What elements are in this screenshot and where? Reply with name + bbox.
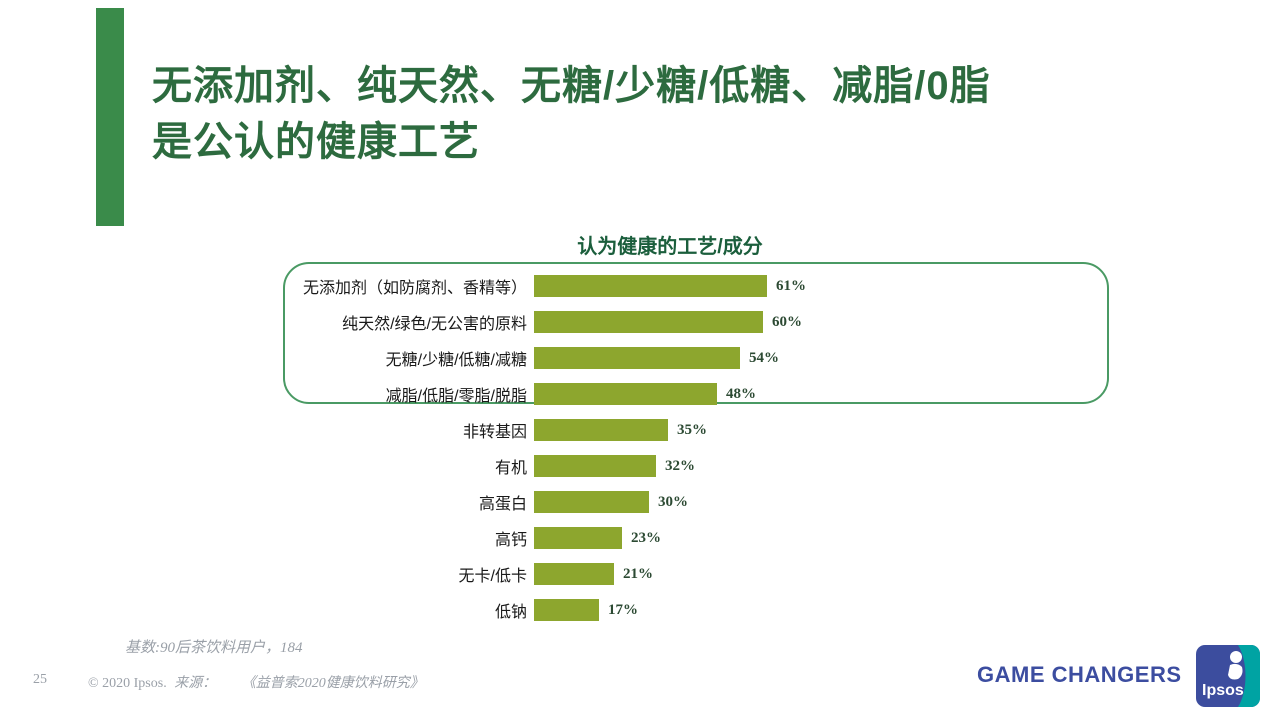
category-label: 减脂/低脂/零脂/脱脂	[385, 388, 527, 405]
value-label: 32%	[665, 457, 695, 474]
slide-title: 无添加剂、纯天然、无糖/少糖/低糖、减脂/0脂 是公认的健康工艺	[152, 58, 1212, 170]
source-title: 《益普索2020健康饮料研究》	[241, 676, 424, 691]
value-label: 60%	[772, 313, 802, 330]
bar	[534, 347, 740, 369]
value-label: 35%	[677, 421, 707, 438]
chart-row: 无卡/低卡 21%	[283, 556, 1113, 592]
base-footnote: 基数:90后茶饮料用户，184	[125, 640, 303, 656]
bar	[534, 455, 656, 477]
bar	[534, 311, 763, 333]
value-label: 21%	[623, 565, 653, 582]
ipsos-logo-text: Ipsos	[1202, 682, 1244, 699]
copyright-text: © 2020 Ipsos.	[88, 676, 167, 691]
ipsos-logo-figure-body	[1228, 663, 1243, 680]
chart-row: 低钠 17%	[283, 592, 1113, 628]
bar	[534, 491, 649, 513]
chart-row: 无添加剂（如防腐剂、香精等） 61%	[283, 268, 1113, 304]
value-label: 30%	[658, 493, 688, 510]
category-label: 无添加剂（如防腐剂、香精等）	[302, 280, 527, 297]
value-label: 61%	[776, 277, 806, 294]
chart-row: 高钙 23%	[283, 520, 1113, 556]
title-accent-bar	[96, 8, 124, 226]
chart-row: 无糖/少糖/低糖/减糖 54%	[283, 340, 1113, 376]
bar	[534, 419, 668, 441]
category-label: 高蛋白	[478, 496, 527, 513]
category-label: 无糖/少糖/低糖/减糖	[385, 352, 527, 369]
chart-title: 认为健康的工艺/成分	[577, 236, 763, 258]
category-label: 低钠	[494, 604, 527, 621]
category-label: 有机	[494, 460, 527, 477]
game-changers-tagline: GAME CHANGERS	[977, 662, 1182, 687]
bar-chart: 无添加剂（如防腐剂、香精等） 61% 纯天然/绿色/无公害的原料 60% 无糖/少糖/低…	[283, 262, 1113, 634]
bar	[534, 599, 599, 621]
bar	[534, 563, 614, 585]
chart-row: 减脂/低脂/零脂/脱脂 48%	[283, 376, 1113, 412]
bar	[534, 383, 717, 405]
slide-title-line1: 无添加剂、纯天然、无糖/少糖/低糖、减脂/0脂	[152, 64, 991, 108]
page-number: 25	[33, 672, 47, 687]
category-label: 高钙	[494, 532, 527, 549]
slide-title-line2: 是公认的健康工艺	[152, 120, 480, 164]
value-label: 48%	[726, 385, 756, 402]
source-label: 来源：	[174, 676, 217, 691]
chart-row: 纯天然/绿色/无公害的原料 60%	[283, 304, 1113, 340]
category-label: 纯天然/绿色/无公害的原料	[342, 316, 527, 333]
ipsos-logo-figure-head	[1230, 651, 1242, 663]
chart-row: 高蛋白 30%	[283, 484, 1113, 520]
chart-row: 有机 32%	[283, 448, 1113, 484]
bar	[534, 527, 622, 549]
value-label: 54%	[749, 349, 779, 366]
value-label: 17%	[608, 601, 638, 618]
category-label: 无卡/低卡	[458, 568, 527, 585]
category-label: 非转基因	[462, 424, 527, 441]
copyright-line: © 2020 Ipsos. 来源： 《益普索2020健康饮料研究》	[88, 672, 424, 692]
bar	[534, 275, 767, 297]
value-label: 23%	[631, 529, 661, 546]
chart-rows: 无添加剂（如防腐剂、香精等） 61% 纯天然/绿色/无公害的原料 60% 无糖/少糖/低…	[283, 268, 1113, 628]
ipsos-logo: Ipsos	[1196, 645, 1260, 707]
ipsos-logo-teal-shape	[1238, 645, 1260, 707]
chart-row: 非转基因 35%	[283, 412, 1113, 448]
